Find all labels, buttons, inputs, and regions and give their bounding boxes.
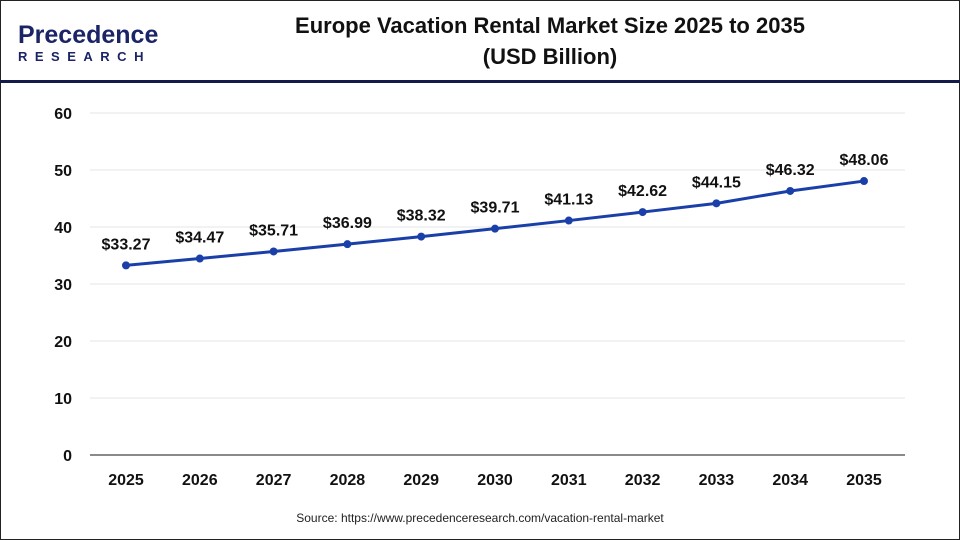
data-point [122, 261, 130, 270]
data-point [491, 224, 499, 233]
x-tick-label: 2026 [182, 472, 218, 489]
y-tick-label: 40 [54, 220, 72, 237]
logo-wordmark: Precedence [18, 21, 159, 49]
data-label: $48.06 [840, 152, 889, 169]
x-tick-label: 2033 [699, 472, 735, 489]
y-tick-label: 10 [54, 391, 72, 408]
data-point [195, 254, 204, 263]
data-point [638, 208, 647, 217]
data-point [343, 240, 352, 249]
y-tick-label: 0 [63, 448, 72, 465]
x-tick-label: 2034 [772, 472, 808, 489]
logo-subtext: RESEARCH [18, 49, 151, 64]
y-tick-label: 30 [54, 277, 72, 294]
data-label: $34.47 [175, 230, 224, 247]
y-tick-label: 20 [54, 334, 72, 351]
precedence-research-logo: Precedence RESEARCH [18, 22, 158, 64]
data-point [712, 199, 721, 208]
data-point [860, 177, 868, 186]
chart-title-main: Europe Vacation Rental Market Size 2025 … [295, 13, 805, 38]
series-line [125, 179, 865, 267]
data-point [417, 232, 426, 241]
header-divider [0, 80, 960, 83]
data-point [564, 216, 573, 225]
data-label: $39.71 [471, 200, 520, 217]
data-label: $44.15 [692, 174, 741, 191]
x-tick-label: 2025 [108, 472, 144, 489]
x-tick-label: 2031 [551, 472, 587, 489]
x-tick-label: 2032 [625, 472, 661, 489]
data-label: $35.71 [249, 222, 298, 239]
x-tick-label: 2029 [403, 472, 439, 489]
x-tick-label: 2035 [846, 472, 882, 489]
chart-subtitle: (USD Billion) [482, 44, 618, 69]
data-label: $33.27 [102, 236, 151, 253]
data-point [786, 186, 795, 195]
data-label: $36.99 [323, 215, 372, 232]
data-label: $46.32 [766, 162, 815, 179]
data-label: $38.32 [397, 208, 446, 225]
x-tick-label: 2030 [477, 472, 513, 489]
chart-title: Europe Vacation Rental Market Size 2025 … [250, 10, 850, 72]
x-tick-label: 2027 [256, 472, 292, 489]
data-label: $42.62 [618, 183, 667, 200]
y-tick-label: 50 [54, 163, 72, 180]
source-note: Source: https://www.precedenceresearch.c… [296, 511, 664, 525]
x-tick-label: 2028 [330, 472, 366, 489]
data-point [269, 247, 278, 256]
data-label: $41.13 [544, 192, 593, 209]
y-tick-label: 60 [54, 106, 72, 123]
